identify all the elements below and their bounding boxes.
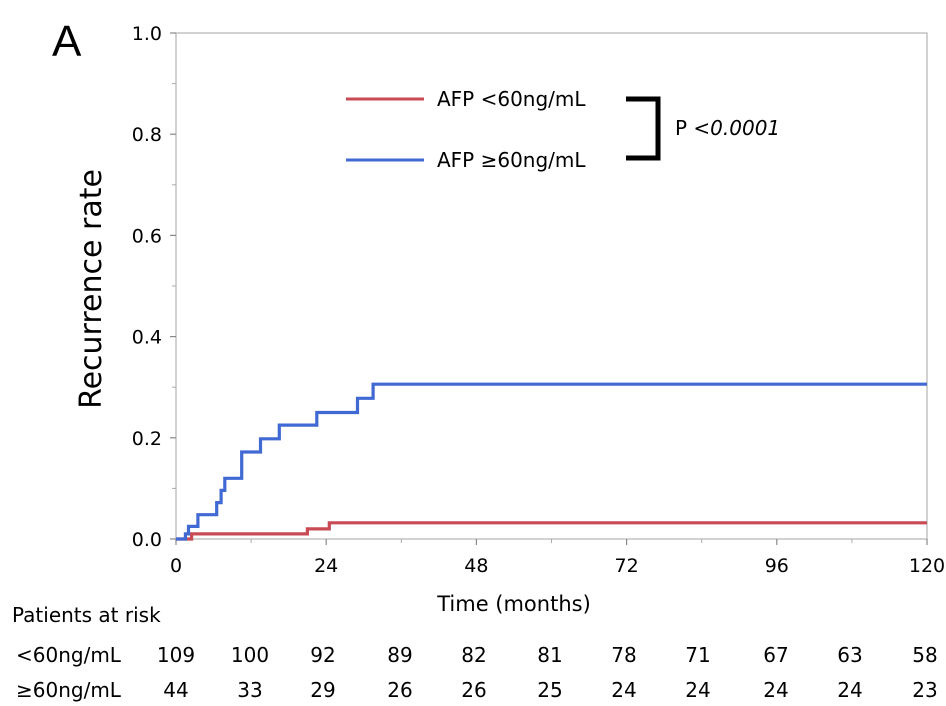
series-layer <box>176 382 927 541</box>
p-value-annotation: P <0.0001 <box>675 116 780 140</box>
risk-value: 89 <box>387 643 412 667</box>
x-tick-label: 24 <box>314 555 338 577</box>
risk-row-label-high: ≥60ng/mL <box>16 678 122 702</box>
y-tick-label: 0.0 <box>132 529 162 551</box>
legend-label-afp-low: AFP <60ng/mL <box>437 87 586 111</box>
risk-value: 33 <box>237 678 262 702</box>
risk-value: 24 <box>763 678 788 702</box>
risk-value: 23 <box>912 678 937 702</box>
x-tick-label: 0 <box>170 555 182 577</box>
risk-value: 24 <box>611 678 636 702</box>
y-axis: 0.0 0.2 0.4 0.6 0.8 1.0 <box>132 23 176 551</box>
y-tick-label: 0.6 <box>132 225 162 247</box>
risk-value: 71 <box>685 643 710 667</box>
risk-value: 82 <box>461 643 486 667</box>
risk-table: Patients at risk <60ng/mL ≥60ng/mL 109 10… <box>12 603 938 702</box>
risk-value: 63 <box>837 643 862 667</box>
risk-value: 109 <box>157 643 195 667</box>
risk-value: 100 <box>231 643 269 667</box>
y-tick-label: 1.0 <box>132 23 162 45</box>
legend-label-afp-high: AFP ≥60ng/mL <box>437 148 586 172</box>
x-tick-label: 96 <box>765 555 789 577</box>
risk-value: 81 <box>537 643 562 667</box>
risk-value: 26 <box>461 678 486 702</box>
panel-label: A <box>52 17 82 66</box>
y-tick-label: 0.2 <box>132 428 162 450</box>
legend-bracket <box>626 96 661 161</box>
y-tick-label: 0.4 <box>132 327 162 349</box>
risk-table-title: Patients at risk <box>12 603 161 627</box>
x-axis: 0 24 48 72 96 120 <box>170 539 945 577</box>
risk-value: 78 <box>611 643 636 667</box>
risk-values: 109 100 92 89 82 81 78 71 67 63 58 44 33 29 26 26 25 24 24… <box>157 643 938 702</box>
y-tick-label: 0.8 <box>132 124 162 146</box>
series-line-afp-high <box>176 382 927 541</box>
risk-value: 29 <box>310 678 335 702</box>
risk-value: 58 <box>912 643 937 667</box>
p-value-number: <0.0001 <box>693 116 780 140</box>
legend: AFP <60ng/mL AFP ≥60ng/mL P <0.0001 <box>346 87 780 172</box>
series-line-afp-low <box>176 521 927 541</box>
y-axis-title: Recurrence rate <box>74 169 109 409</box>
risk-value: 92 <box>310 643 335 667</box>
risk-value: 25 <box>537 678 562 702</box>
risk-value: 67 <box>763 643 788 667</box>
risk-value: 26 <box>387 678 412 702</box>
p-value-prefix: P <box>675 116 693 140</box>
risk-value: 24 <box>685 678 710 702</box>
risk-value: 24 <box>837 678 862 702</box>
x-axis-title: Time (months) <box>436 592 591 616</box>
x-tick-label: 72 <box>615 555 639 577</box>
risk-row-label-low: <60ng/mL <box>16 643 122 667</box>
x-tick-label: 120 <box>909 555 945 577</box>
x-tick-label: 48 <box>464 555 488 577</box>
risk-value: 44 <box>163 678 188 702</box>
